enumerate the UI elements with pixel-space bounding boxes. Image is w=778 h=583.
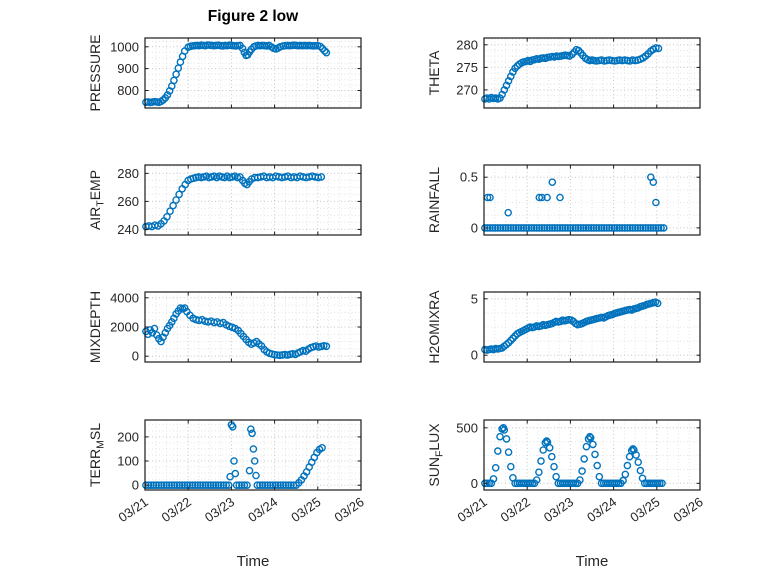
subplot-terr-msl: 0 100 200 03/21 03/22 03/23 03/24 03/25 03/26 TER… <box>87 419 367 525</box>
subplot-airtemp: 240 260 280 AIRTEMP <box>87 164 362 237</box>
svg-text:SUNFLUX: SUNFLUX <box>426 423 446 487</box>
svg-text:270: 270 <box>456 82 478 97</box>
svg-text:5: 5 <box>471 291 478 306</box>
svg-text:0: 0 <box>471 348 478 363</box>
svg-text:0: 0 <box>132 349 139 364</box>
pressure-chart-canvas: 800 900 1000 PRESSURE <box>87 34 362 112</box>
svg-text:4000: 4000 <box>110 290 139 305</box>
svg-text:0: 0 <box>471 220 478 235</box>
svg-text:RAINFALL: RAINFALL <box>426 167 442 233</box>
subplot-pressure: 800 900 1000 PRESSURE <box>87 34 362 112</box>
x-axis-label-left: Time <box>236 553 270 570</box>
svg-text:03/24: 03/24 <box>584 494 619 525</box>
svg-text:H2OMIXRA: H2OMIXRA <box>426 290 442 364</box>
svg-text:900: 900 <box>117 61 139 76</box>
svg-text:AIRTEMP: AIRTEMP <box>87 170 107 230</box>
svg-text:MIXDEPTH: MIXDEPTH <box>87 291 103 363</box>
sun-flux-chart-canvas: 0 500 03/21 03/22 03/23 03/24 03/25 03/26 SUNFLU… <box>426 419 706 525</box>
svg-text:800: 800 <box>117 83 139 98</box>
svg-text:100: 100 <box>117 454 139 469</box>
svg-text:280: 280 <box>456 37 478 52</box>
svg-text:260: 260 <box>117 194 139 209</box>
svg-text:03/25: 03/25 <box>288 494 323 525</box>
subplot-rainfall: 0 0.5 RAINFALL <box>426 164 701 236</box>
svg-text:03/21: 03/21 <box>454 494 489 525</box>
svg-text:240: 240 <box>117 222 139 237</box>
mixdepth-chart-canvas: 0 2000 4000 MIXDEPTH <box>87 290 362 364</box>
svg-text:03/23: 03/23 <box>202 494 237 525</box>
svg-text:2000: 2000 <box>110 320 139 335</box>
subplot-h2omixra: 0 5 H2OMIXRA <box>426 290 701 364</box>
svg-text:280: 280 <box>117 166 139 181</box>
svg-text:03/26: 03/26 <box>670 494 705 525</box>
rainfall-chart-canvas: 0 0.5 RAINFALL <box>426 164 701 236</box>
svg-text:0: 0 <box>132 478 139 493</box>
svg-text:0.5: 0.5 <box>460 170 478 185</box>
subplot-mixdepth: 0 2000 4000 MIXDEPTH <box>87 290 362 364</box>
svg-text:03/22: 03/22 <box>498 494 533 525</box>
svg-text:03/22: 03/22 <box>159 494 194 525</box>
theta-chart-canvas: 270 275 280 THETA <box>426 37 701 109</box>
airtemp-chart-canvas: 240 260 280 AIRTEMP <box>87 164 362 237</box>
svg-text:1000: 1000 <box>110 39 139 54</box>
svg-text:500: 500 <box>456 420 478 435</box>
svg-text:03/25: 03/25 <box>627 494 662 525</box>
svg-text:03/26: 03/26 <box>331 494 366 525</box>
svg-text:200: 200 <box>117 429 139 444</box>
svg-text:275: 275 <box>456 60 478 75</box>
svg-text:PRESSURE: PRESSURE <box>87 34 103 111</box>
h2omixra-chart-canvas: 0 5 H2OMIXRA <box>426 290 701 364</box>
figure-title: Figure 2 low <box>207 8 299 25</box>
subplot-theta: 270 275 280 THETA <box>426 37 701 109</box>
svg-text:TERRMSL: TERRMSL <box>87 423 107 487</box>
svg-text:THETA: THETA <box>426 50 442 96</box>
svg-text:0: 0 <box>471 476 478 491</box>
terr-msl-chart-canvas: 0 100 200 03/21 03/22 03/23 03/24 03/25 03/26 TER… <box>87 419 367 525</box>
subplot-sun-flux: 0 500 03/21 03/22 03/23 03/24 03/25 03/26 SUNFLU… <box>426 419 706 525</box>
svg-text:03/21: 03/21 <box>115 494 150 525</box>
svg-text:03/24: 03/24 <box>245 494 280 525</box>
svg-text:03/23: 03/23 <box>541 494 576 525</box>
x-axis-label-right: Time <box>575 553 609 570</box>
